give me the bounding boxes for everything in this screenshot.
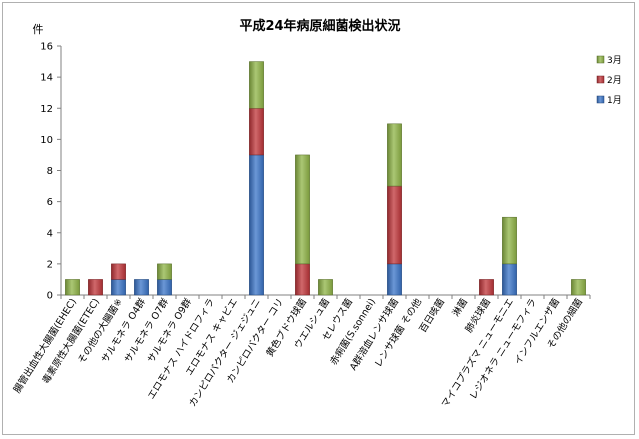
legend: 3月 2月 1月 [596,55,622,106]
bar-segment [318,279,333,296]
y-tick-label: 2 [47,259,53,270]
y-tick-label: 0 [47,291,53,302]
bar-segment [479,279,494,296]
bar-segment [295,154,310,265]
legend-label: 1月 [607,95,622,106]
bar-segment [111,279,126,296]
bar-segment [249,154,264,296]
bar-segment [157,263,172,280]
bar-segment [295,263,310,296]
y-tick-label: 14 [40,73,53,84]
bar-segment [387,185,402,265]
bars [65,61,586,296]
bar-segment [88,279,103,296]
bar-segment [387,123,402,187]
y-tick-label: 8 [47,166,53,177]
y-tick-label: 4 [47,228,53,239]
y-tick-label: 12 [40,104,53,115]
bar-segment [65,279,80,296]
bar-segment [157,279,172,296]
axes: 0 2 4 6 8 10 12 14 16 [40,42,591,302]
chart-title: 平成24年病原細菌検出状況 [239,18,400,34]
legend-swatch [596,75,605,84]
y-tick-label: 16 [40,42,53,53]
x-tick-label: 淋菌 [450,296,470,318]
y-axis-unit-label: 件 [33,23,44,36]
bar-segment [134,279,149,296]
bar-segment [111,263,126,280]
y-tick-label: 10 [40,135,53,146]
bar-segment [502,216,517,265]
legend-label: 2月 [607,75,622,86]
chart-frame [2,2,635,435]
legend-swatch [596,55,605,64]
legend-label: 3月 [607,55,622,66]
bar-segment [249,108,264,156]
bar-segment [387,263,402,296]
x-tick-labels: 腸管出血性大腸菌(EHEC)毒素原性大腸菌(ETEC)その他の大腸菌※サルモネラ… [11,296,585,410]
bar-segment [571,279,586,296]
bar-segment [502,263,517,296]
y-tick-label: 6 [47,197,53,208]
bar-segment [249,61,264,109]
legend-swatch [596,95,605,104]
